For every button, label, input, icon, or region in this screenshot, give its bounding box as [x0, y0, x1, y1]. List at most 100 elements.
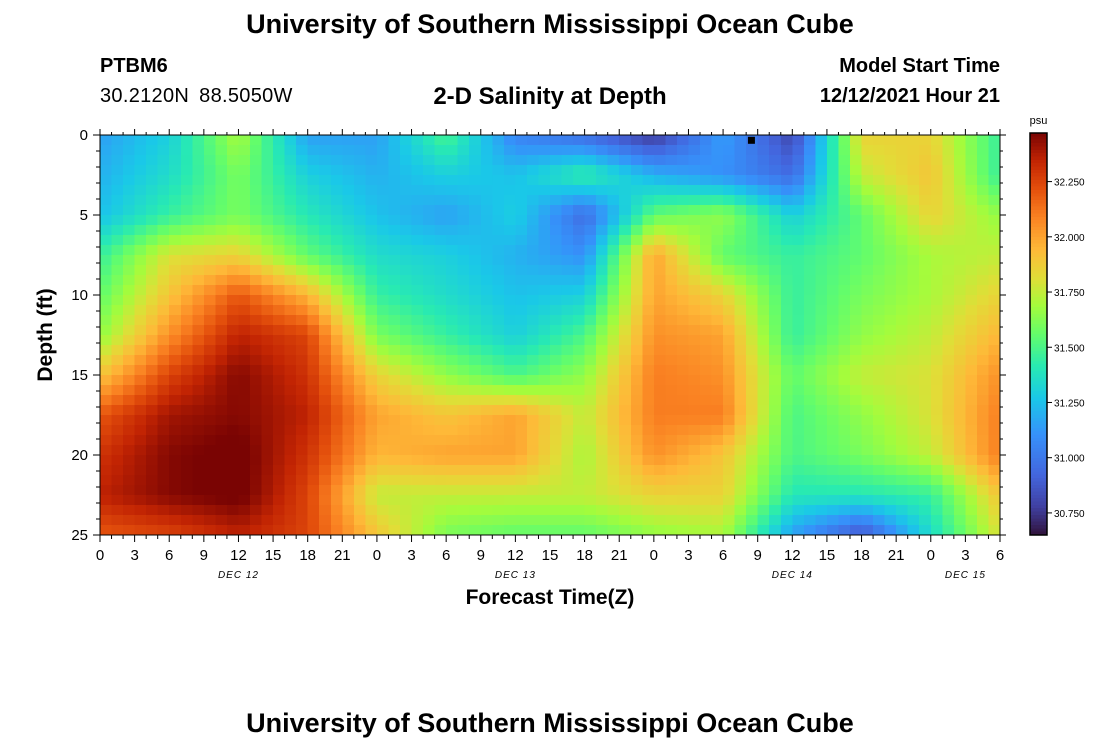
- heatmap-cell: [400, 445, 413, 456]
- heatmap-cell: [192, 365, 205, 376]
- heatmap-cell: [538, 435, 551, 446]
- heatmap-cell: [688, 355, 701, 366]
- heatmap-cell: [284, 515, 297, 526]
- heatmap-cell: [353, 195, 366, 206]
- heatmap-cell: [388, 525, 401, 536]
- heatmap-cell: [353, 495, 366, 506]
- heatmap-cell: [757, 145, 770, 156]
- heatmap-cell: [734, 415, 747, 426]
- heatmap-cell: [365, 185, 378, 196]
- heatmap-cell: [688, 215, 701, 226]
- heatmap-cell: [850, 305, 863, 316]
- heatmap-cell: [976, 275, 990, 286]
- heatmap-cell: [619, 245, 632, 256]
- heatmap-cell: [896, 425, 909, 436]
- heatmap-cell: [261, 445, 274, 456]
- heatmap-cell: [919, 135, 932, 146]
- heatmap-cell: [573, 215, 586, 226]
- heatmap-cell: [169, 175, 182, 186]
- heatmap-cell: [653, 355, 666, 366]
- heatmap-cell: [757, 515, 770, 526]
- heatmap-cell: [723, 195, 736, 206]
- heatmap-cell: [734, 165, 747, 176]
- heatmap-cell: [919, 325, 932, 336]
- heatmap-cell: [907, 145, 920, 156]
- heatmap-cell: [919, 385, 932, 396]
- heatmap-cell: [434, 235, 447, 246]
- heatmap-cell: [988, 385, 1001, 396]
- heatmap-cell: [330, 435, 343, 446]
- heatmap-cell: [250, 145, 263, 156]
- heatmap-cell: [792, 385, 805, 396]
- heatmap-cell: [411, 215, 424, 226]
- heatmap-cell: [619, 355, 632, 366]
- heatmap-cell: [503, 495, 516, 506]
- heatmap-cell: [469, 165, 482, 176]
- colorbar-segment: [1030, 206, 1047, 211]
- heatmap-cell: [434, 335, 447, 346]
- heatmap-cell: [192, 245, 205, 256]
- heatmap-cell: [700, 465, 713, 476]
- heatmap-cell: [942, 155, 955, 166]
- heatmap-cell: [434, 245, 447, 256]
- heatmap-cell: [434, 175, 447, 186]
- heatmap-cell: [630, 295, 643, 306]
- heatmap-cell: [734, 285, 747, 296]
- heatmap-cell: [538, 195, 551, 206]
- heatmap-cell: [850, 485, 863, 496]
- heatmap-cell: [342, 515, 355, 526]
- heatmap-cell: [607, 405, 620, 416]
- heatmap-cell: [457, 265, 470, 276]
- heatmap-cell: [561, 395, 574, 406]
- heatmap-cell: [596, 195, 609, 206]
- colorbar-segment: [1030, 283, 1047, 288]
- heatmap-cell: [780, 175, 793, 186]
- heatmap-cell: [861, 135, 874, 146]
- heatmap-cell: [319, 255, 332, 266]
- heatmap-cell: [700, 165, 713, 176]
- heatmap-cell: [965, 505, 978, 516]
- heatmap-cell: [988, 495, 1001, 506]
- heatmap-cell: [353, 315, 366, 326]
- heatmap-cell: [434, 475, 447, 486]
- heatmap-cell: [642, 245, 655, 256]
- heatmap-cell: [896, 215, 909, 226]
- heatmap-cell: [596, 325, 609, 336]
- heatmap-cell: [550, 195, 563, 206]
- heatmap-cell: [503, 175, 516, 186]
- heatmap-cell: [157, 365, 170, 376]
- heatmap-cell: [942, 285, 955, 296]
- heatmap-cell: [515, 445, 528, 456]
- heatmap-cell: [342, 245, 355, 256]
- heatmap-cell: [526, 485, 540, 496]
- heatmap-cell: [388, 205, 401, 216]
- heatmap-cell: [676, 355, 690, 366]
- heatmap-cell: [515, 435, 528, 446]
- heatmap-cell: [619, 425, 632, 436]
- heatmap-cell: [550, 315, 563, 326]
- colorbar-segment: [1030, 146, 1047, 151]
- heatmap-cell: [307, 255, 320, 266]
- heatmap-cell: [330, 415, 343, 426]
- heatmap-cell: [665, 515, 678, 526]
- heatmap-cell: [134, 485, 147, 496]
- heatmap-cell: [965, 275, 978, 286]
- heatmap-cell: [469, 305, 482, 316]
- heatmap-cell: [896, 515, 909, 526]
- x-tick-label: 3: [130, 547, 138, 564]
- heatmap-cell: [111, 375, 124, 386]
- heatmap-cell: [503, 275, 516, 286]
- heatmap-cell: [123, 365, 136, 376]
- heatmap-cell: [215, 245, 228, 256]
- heatmap-cell: [400, 415, 413, 426]
- x-tick-label: 3: [684, 547, 692, 564]
- heatmap-cell: [561, 235, 574, 246]
- heatmap-cell: [711, 475, 724, 486]
- heatmap-cell: [930, 405, 943, 416]
- heatmap-cell: [792, 335, 805, 346]
- heatmap-cell: [826, 305, 840, 316]
- heatmap-cell: [665, 485, 678, 496]
- heatmap-cell: [157, 245, 170, 256]
- heatmap-cell: [907, 315, 920, 326]
- heatmap-cell: [134, 375, 147, 386]
